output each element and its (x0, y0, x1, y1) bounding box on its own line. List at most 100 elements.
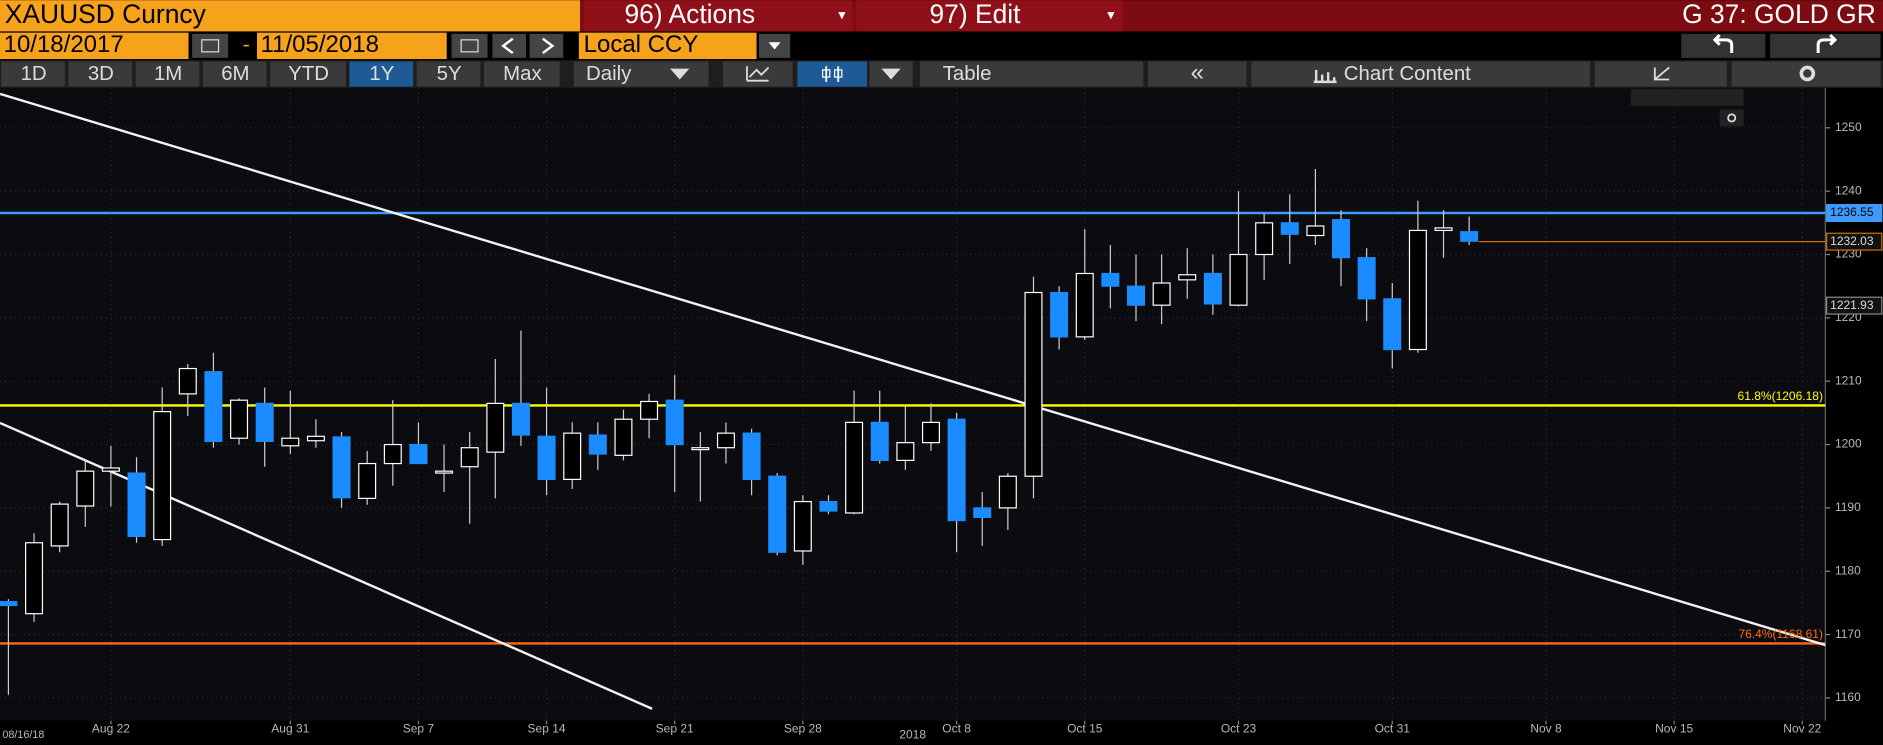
y-tick-label: 1160 (1835, 690, 1861, 704)
period-button[interactable] (202, 61, 267, 87)
candle-body (845, 421, 864, 514)
x-tick-label: Oct 15 (1067, 721, 1103, 735)
candle-body (435, 470, 454, 474)
price-box (1825, 296, 1883, 315)
chart-tool[interactable] (1719, 109, 1744, 127)
actions-button[interactable] (583, 0, 853, 32)
period[interactable]: 1M (154, 63, 182, 85)
candle-body (563, 432, 582, 480)
candle-body (614, 418, 633, 456)
frequency-button[interactable] (574, 61, 709, 87)
x-tick-label: Oct 8 (942, 721, 971, 735)
period-button[interactable] (270, 61, 346, 87)
x-tick-label: Oct 31 (1375, 721, 1411, 735)
undo-button[interactable] (1681, 33, 1766, 58)
currency-box[interactable] (578, 32, 757, 60)
candle-body (1152, 282, 1171, 306)
y-tick-label: 1210 (1835, 373, 1862, 387)
price-label: 1221.93 (1830, 298, 1874, 312)
candle-body (665, 399, 684, 446)
candle-body (1408, 229, 1427, 351)
period[interactable]: Max (503, 63, 542, 85)
next-arrow (542, 37, 555, 55)
currency[interactable]: Local CCY (584, 31, 699, 58)
candle-body (25, 542, 44, 615)
candle-body (640, 400, 659, 420)
candle-body (1229, 253, 1248, 306)
end-date-box[interactable] (256, 32, 447, 60)
candle-body (691, 447, 710, 451)
price-label: 1236.55 (1830, 205, 1874, 219)
candle-body (230, 399, 249, 439)
candle-body (1383, 298, 1402, 351)
start-date[interactable]: 10/18/2017 (4, 31, 124, 58)
candle-body (1126, 285, 1146, 306)
candle-body (306, 435, 325, 442)
period-button[interactable] (135, 61, 200, 87)
calendar-icon[interactable] (451, 33, 488, 58)
chart-content[interactable]: Chart Content (1344, 63, 1471, 85)
collapse-icon: « (1191, 59, 1204, 86)
edit-button[interactable] (856, 0, 1123, 32)
end-date[interactable]: 11/05/2018 (261, 31, 379, 58)
period-button[interactable] (349, 61, 414, 87)
candle-body (588, 434, 607, 455)
year-label: 2018 (899, 727, 926, 741)
edit[interactable]: 97) Edit (929, 0, 1021, 29)
settings-button[interactable] (1731, 61, 1881, 87)
candle-body (1460, 231, 1479, 242)
chart-tools[interactable] (1630, 89, 1744, 106)
period[interactable]: 5Y (437, 63, 462, 85)
table[interactable]: Table (943, 63, 992, 85)
collapse-button[interactable] (1148, 61, 1247, 87)
candle-body (1280, 222, 1299, 235)
dash: - (243, 32, 250, 57)
period[interactable]: 6M (221, 63, 249, 85)
candle-body (204, 371, 223, 442)
frequency[interactable]: Daily (586, 63, 632, 85)
period-button[interactable] (483, 61, 560, 87)
calendar-icon[interactable] (192, 33, 229, 58)
candle-body (1178, 274, 1197, 281)
actions[interactable]: 96) Actions (624, 0, 755, 29)
annotate-icon (1653, 66, 1670, 81)
candle-body (1255, 222, 1274, 256)
chart-content-button[interactable] (1251, 61, 1590, 87)
candle-body (1024, 291, 1043, 477)
period[interactable]: YTD (288, 63, 329, 85)
candle-body (332, 436, 351, 499)
candle-body (511, 402, 530, 436)
period-buttons: 1D 3D 1M 6M YTD 1Y 5Y Max (1, 61, 560, 87)
period-button[interactable] (1, 61, 65, 87)
candle-body (255, 402, 274, 442)
price-box (1825, 203, 1883, 223)
candle-body (1332, 219, 1351, 259)
prev-button[interactable] (492, 33, 526, 58)
period[interactable]: 1Y (369, 63, 394, 85)
candle-body (793, 500, 812, 552)
calendar-glyph (201, 39, 220, 53)
candle-chart-button[interactable] (797, 61, 868, 87)
candle-body (870, 421, 889, 461)
start-date-box[interactable] (0, 32, 189, 60)
candle-body (486, 402, 505, 453)
settings-icon (1799, 65, 1816, 82)
next-button[interactable] (529, 33, 564, 58)
period-button[interactable] (416, 61, 481, 87)
chart-tool-icon (1727, 113, 1737, 123)
y-tick-label: 1240 (1835, 183, 1862, 197)
period-button[interactable] (68, 61, 133, 87)
y-tick-label: 1180 (1835, 563, 1861, 577)
redo-icon (1816, 33, 1838, 54)
candle-body (947, 418, 966, 522)
candle-body (1050, 291, 1069, 338)
candle-body (896, 442, 915, 461)
candle-body (127, 472, 146, 538)
price-box (1825, 232, 1883, 251)
line-chart-button[interactable] (722, 61, 793, 87)
table-button[interactable] (919, 61, 1144, 87)
period[interactable]: 1D (21, 63, 47, 85)
redo-button[interactable] (1770, 33, 1881, 58)
period[interactable]: 3D (88, 63, 114, 85)
dropdown-arrow: ▾ (838, 8, 845, 24)
